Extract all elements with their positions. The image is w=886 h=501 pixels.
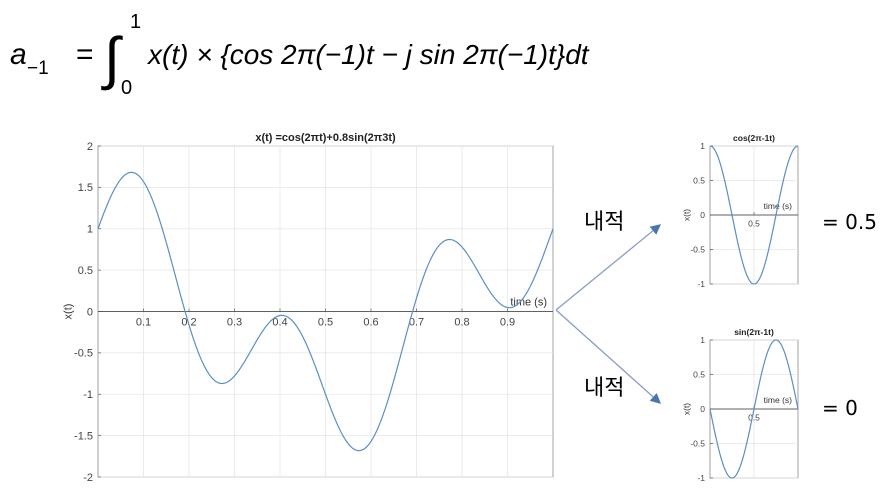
series-line [709, 145, 799, 285]
y-tick-label: -1.5 [74, 430, 93, 442]
y-tick-label: 1 [87, 224, 93, 236]
arrow-to-sin [555, 309, 661, 404]
integral-sign: ∫ [101, 26, 123, 91]
main-chart: 2 1.5 1 0.5 0 -0.5 -1 -1.5 -2 0.1 0.2 0.3 0.4 0.5 0.6 0… [63, 132, 554, 484]
inner-product-label-bottom: 내적 [584, 376, 625, 401]
chart-title: x(t) =cos(2πt)+0.8sin(2π3t) [255, 132, 396, 144]
y-tick-label: -0.5 [690, 438, 705, 448]
y-tick-label: -1 [697, 279, 705, 289]
y-tick-label: 1 [700, 141, 705, 151]
series-line [97, 171, 554, 452]
y-tick-label: 0.5 [78, 265, 93, 277]
y-tick-label: -1 [697, 473, 705, 483]
sin-chart: 1 0.5 0 -0.5 -1 0.5 sin(2π-1t) time (s) x(t) [682, 327, 799, 483]
result-top: = 0.5 [822, 210, 877, 234]
y-tick-label: 2 [87, 141, 93, 153]
y-tick-label: 0 [700, 404, 705, 414]
chart-title: sin(2π-1t) [734, 327, 774, 337]
x-tick-label: 0.4 [272, 317, 287, 329]
x-axis-label: time (s) [764, 395, 793, 405]
formula-lhs-subscript: −1 [27, 58, 49, 79]
formula-integrand: x(t) × {cos 2π(−1)t − j sin 2π(−1)t}dt [146, 39, 590, 70]
x-tick-label: 0.7 [409, 317, 424, 329]
integral-upper-limit: 1 [130, 11, 141, 33]
y-tick-label: 0.5 [693, 175, 705, 185]
y-tick-label: 0 [700, 210, 705, 220]
x-tick-label: 0.1 [136, 317, 151, 329]
x-axis-label: time (s) [510, 297, 547, 309]
x-tick-label: 0.5 [318, 317, 333, 329]
series-line [709, 339, 799, 479]
y-tick-label: 1 [700, 335, 705, 345]
x-tick-label: 0.5 [748, 413, 760, 423]
formula-equals: = [76, 38, 94, 71]
y-tick-label: -1 [83, 389, 93, 401]
y-tick-label: 1.5 [78, 182, 93, 194]
y-tick-label: -0.5 [74, 348, 93, 360]
arrow-to-cos [555, 224, 662, 311]
y-tick-label: -0.5 [690, 244, 705, 254]
chart-title: cos(2π-1t) [733, 133, 775, 143]
y-tick-label: 0.5 [693, 369, 705, 379]
x-tick-label: 0.3 [227, 317, 242, 329]
x-tick-label: 0.8 [454, 317, 469, 329]
x-tick-label: 0.6 [363, 317, 378, 329]
result-bottom: = 0 [822, 396, 858, 420]
y-tick-label: -2 [83, 472, 93, 484]
y-axis-label: x(t) [682, 209, 692, 221]
y-tick-label: 0 [87, 306, 93, 318]
x-tick-label: 0.2 [181, 317, 196, 329]
x-tick-label: 0.9 [500, 317, 515, 329]
inner-product-label-top: 내적 [584, 210, 625, 235]
formula: a −1 = ∫ 1 0 x(t) × {cos 2π(−1)t − j sin… [10, 11, 590, 98]
arrows [555, 224, 662, 404]
integral-lower-limit: 0 [121, 77, 132, 98]
y-axis-label: x(t) [63, 304, 75, 320]
x-tick-label: 0.5 [748, 219, 760, 229]
y-axis-label: x(t) [682, 403, 692, 415]
formula-lhs: a [10, 38, 27, 71]
